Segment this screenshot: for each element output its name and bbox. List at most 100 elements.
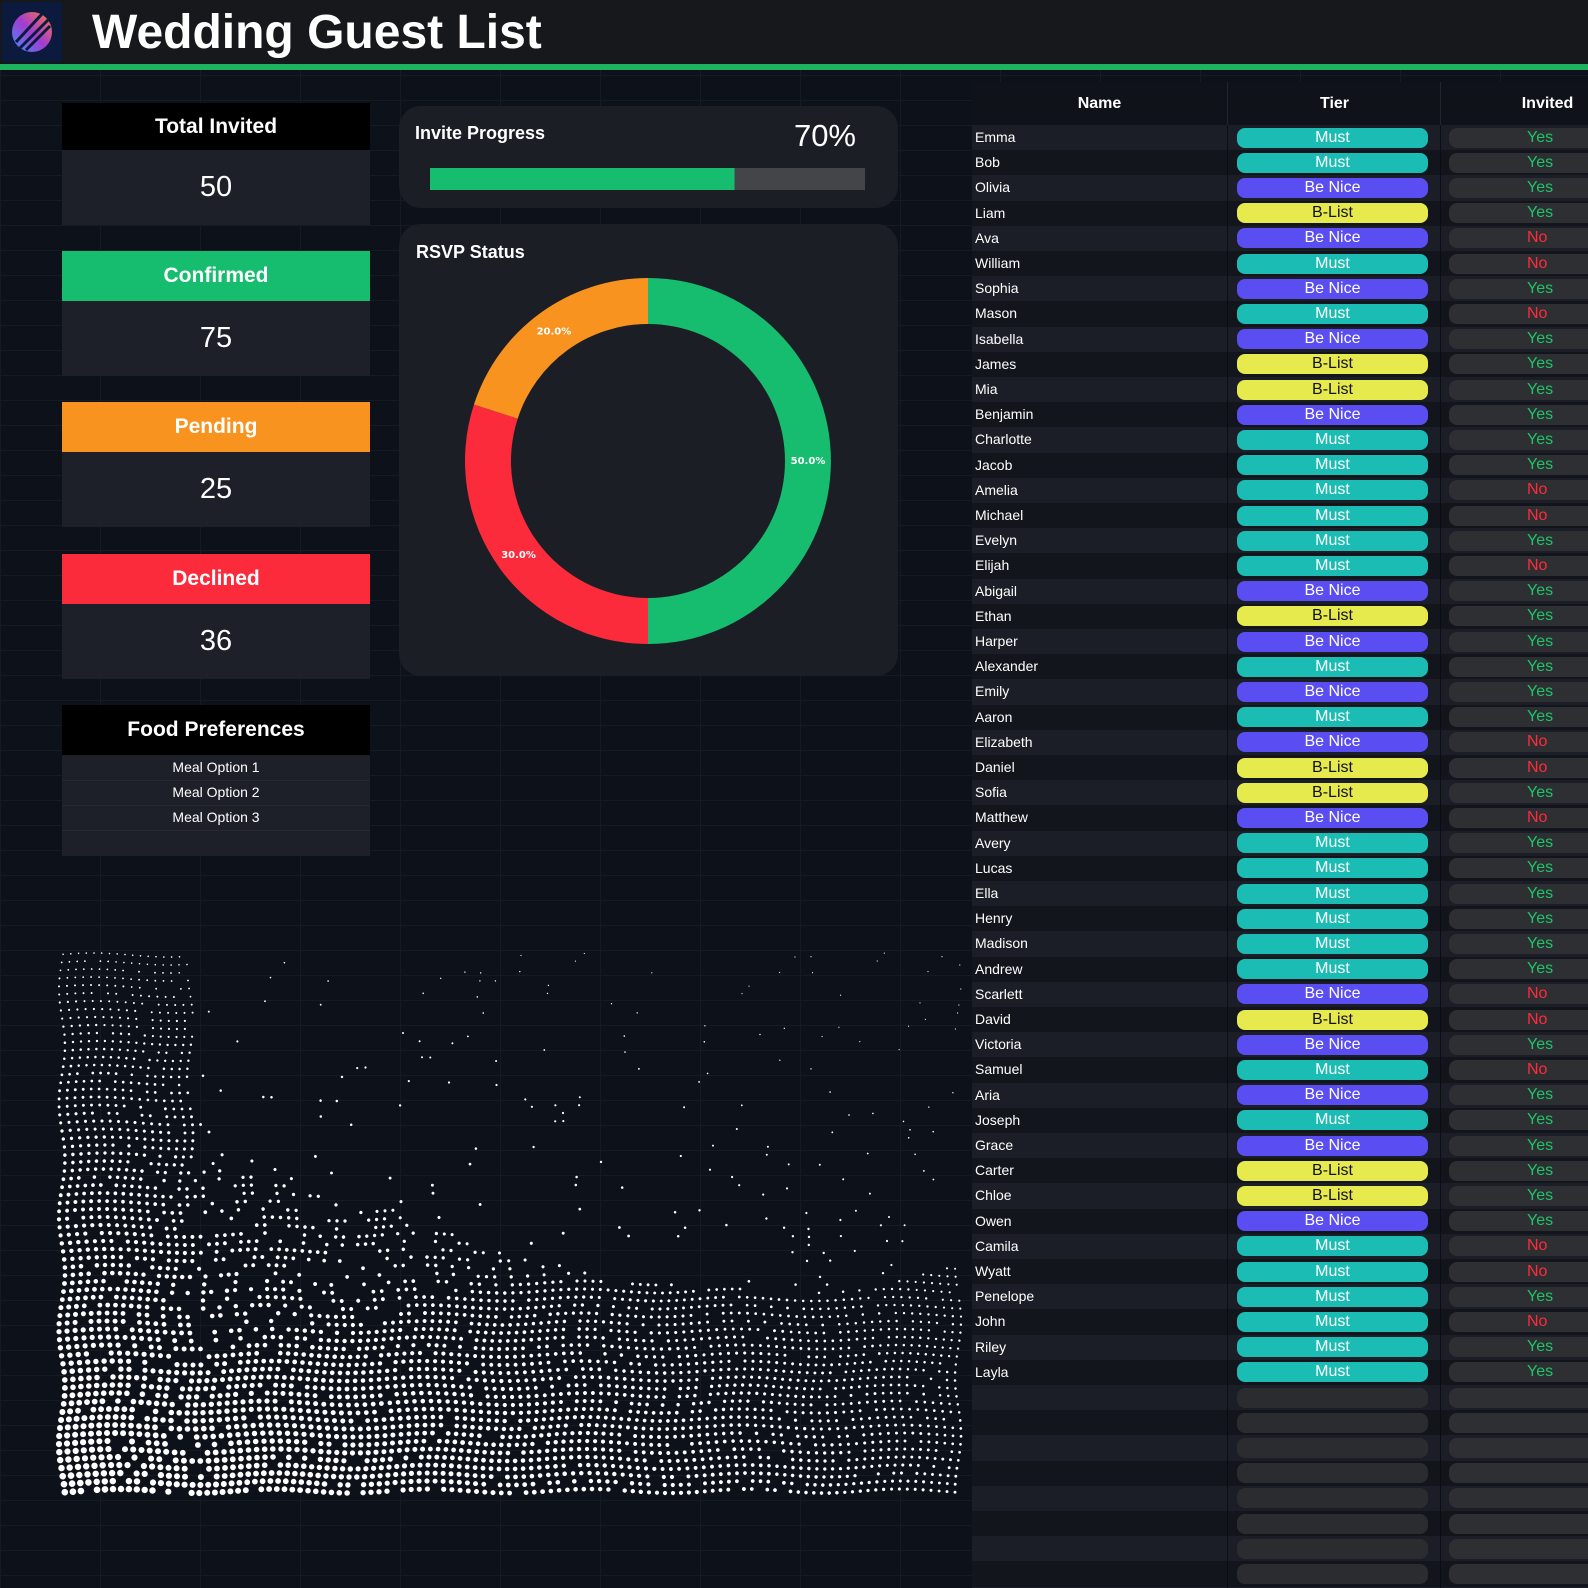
column-divider [1227, 1359, 1228, 1385]
invited-pill: Yes [1449, 429, 1588, 450]
invited-value: Yes [1527, 1363, 1554, 1381]
invited-pill [1449, 1387, 1588, 1408]
guest-name: Abigail [975, 582, 1018, 599]
invited-pill: Yes [1449, 1034, 1588, 1055]
tier-pill: Must [1237, 1059, 1428, 1080]
column-divider [1227, 603, 1228, 629]
invited-pill: Yes [1449, 152, 1588, 173]
invited-pill: Yes [1449, 631, 1588, 652]
invited-pill: Yes [1449, 1211, 1588, 1232]
tier-pill: Must [1237, 959, 1428, 980]
invited-value: Yes [1527, 1111, 1554, 1129]
column-divider [1440, 1385, 1441, 1411]
invited-value: No [1527, 1262, 1548, 1280]
invited-pill: Yes [1449, 1362, 1588, 1383]
invited-value: No [1527, 481, 1548, 499]
invited-value: Yes [1527, 128, 1554, 146]
column-divider [1227, 427, 1228, 453]
tier-pill: Must [1237, 1362, 1428, 1383]
column-divider [1440, 301, 1441, 327]
invited-pill: Yes [1449, 581, 1588, 602]
column-divider [1440, 654, 1441, 680]
guest-name: Avery [975, 834, 1011, 851]
tier-pill [1237, 1437, 1428, 1458]
column-divider [1227, 225, 1228, 251]
tier-pill [1237, 1538, 1428, 1559]
tier-pill: Be Nice [1237, 681, 1428, 702]
column-divider [1440, 1435, 1441, 1461]
guest-name: Liam [975, 204, 1006, 221]
column-divider [1440, 603, 1441, 629]
invited-pill: No [1449, 1009, 1588, 1030]
column-divider [1227, 276, 1228, 302]
column-divider [1227, 931, 1228, 957]
column-divider [1440, 452, 1441, 478]
guest-name: Michael [975, 507, 1024, 523]
column-divider [1440, 351, 1441, 377]
column-divider [1227, 326, 1228, 352]
guest-name: Jacob [975, 456, 1013, 473]
invited-value: Yes [1527, 859, 1554, 877]
tier-pill: Be Nice [1237, 278, 1428, 299]
invited-value: No [1527, 1237, 1548, 1255]
tier-pill: Must [1237, 303, 1428, 324]
food-header: Food Preferences [62, 705, 370, 755]
column-divider [1440, 1133, 1441, 1159]
column-divider [1227, 528, 1228, 554]
column-divider [1227, 1208, 1228, 1234]
column-divider [1227, 981, 1228, 1007]
invited-value: Yes [1527, 204, 1554, 222]
guest-name: Aaron [975, 708, 1013, 725]
guest-name: Lucas [975, 859, 1013, 876]
invited-value: Yes [1527, 330, 1554, 348]
column-divider [1227, 729, 1228, 755]
tier-pill: B-List [1237, 379, 1428, 400]
column-divider [1440, 1284, 1441, 1310]
column-divider [1227, 780, 1228, 806]
column-divider [1440, 931, 1441, 957]
invited-value: Yes [1527, 1161, 1554, 1179]
invited-value: No [1527, 304, 1548, 322]
guest-name: John [975, 1313, 1006, 1330]
column-divider [1227, 125, 1228, 151]
guest-name: James [975, 355, 1017, 372]
slice-label: 30.0% [501, 550, 536, 561]
kpi-value: 25 [62, 452, 370, 527]
invited-value: No [1527, 1060, 1548, 1078]
invited-pill [1449, 1437, 1588, 1458]
guest-name: Benjamin [975, 406, 1034, 423]
column-divider [1440, 1032, 1441, 1058]
column-divider [1440, 402, 1441, 428]
tier-pill [1237, 1463, 1428, 1484]
column-divider [1440, 805, 1441, 831]
column-divider [1440, 1259, 1441, 1285]
kpi-header: Confirmed [62, 251, 370, 301]
invited-value: Yes [1527, 1287, 1554, 1305]
column-divider [1227, 1410, 1228, 1436]
invited-value: Yes [1527, 531, 1554, 549]
top-bar [0, 0, 1588, 64]
donut-slice [648, 278, 831, 644]
column-divider [1440, 477, 1441, 503]
invited-pill: Yes [1449, 908, 1588, 929]
tier-pill: Must [1237, 1236, 1428, 1257]
tier-pill: Must [1237, 1286, 1428, 1307]
invited-value: No [1527, 1010, 1548, 1028]
food-list: Meal Option 1 Meal Option 2 Meal Option 3 [62, 755, 370, 856]
food-option: Meal Option 2 [62, 780, 370, 806]
invited-pill: Yes [1449, 379, 1588, 400]
column-divider [1440, 1057, 1441, 1083]
column-divider [1440, 1536, 1441, 1562]
column-divider [1227, 1183, 1228, 1209]
column-divider [1227, 150, 1228, 176]
column-divider [1440, 1183, 1441, 1209]
tier-pill [1237, 1488, 1428, 1509]
invited-pill: Yes [1449, 127, 1588, 148]
invited-value: Yes [1527, 582, 1554, 600]
column-divider [1227, 1107, 1228, 1133]
column-divider [1227, 755, 1228, 781]
guest-name: Madison [975, 935, 1028, 952]
header-rule [0, 64, 1588, 70]
table-row [972, 1586, 1588, 1588]
guest-name: Wyatt [975, 1263, 1011, 1279]
